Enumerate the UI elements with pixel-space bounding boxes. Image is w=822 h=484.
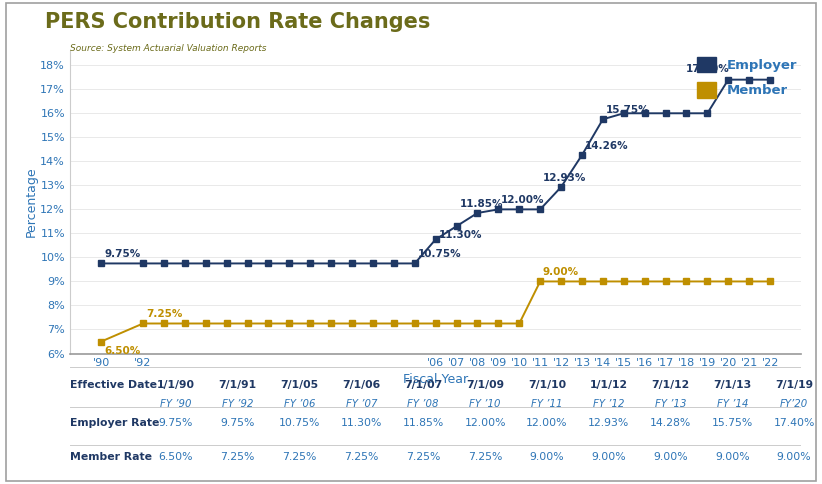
Text: 14.28%: 14.28% <box>650 418 691 428</box>
Text: 12.93%: 12.93% <box>543 173 586 183</box>
Text: Effective Date: Effective Date <box>70 380 157 391</box>
Text: 11.30%: 11.30% <box>340 418 382 428</box>
Text: 7.25%: 7.25% <box>468 452 502 462</box>
Text: FY ’11: FY ’11 <box>531 399 562 409</box>
Text: 6.50%: 6.50% <box>104 346 141 356</box>
Text: 11.85%: 11.85% <box>403 418 444 428</box>
Bar <box>52 411 65 435</box>
Text: PERS Contribution Rate Changes: PERS Contribution Rate Changes <box>45 12 431 32</box>
Text: FY ’06: FY ’06 <box>284 399 316 409</box>
Text: 10.75%: 10.75% <box>279 418 321 428</box>
Text: 7/1/09: 7/1/09 <box>466 380 504 391</box>
Text: 7/1/05: 7/1/05 <box>280 380 319 391</box>
Text: 9.00%: 9.00% <box>543 267 579 277</box>
Text: FY ’92: FY ’92 <box>222 399 253 409</box>
Text: 7/1/07: 7/1/07 <box>404 380 442 391</box>
Text: 12.00%: 12.00% <box>464 418 506 428</box>
Text: FY ’90: FY ’90 <box>160 399 192 409</box>
Text: 9.75%: 9.75% <box>159 418 193 428</box>
Text: 11.30%: 11.30% <box>438 230 482 241</box>
Text: 7.25%: 7.25% <box>220 452 255 462</box>
Text: FY’20: FY’20 <box>780 399 808 409</box>
Text: Employer Rate: Employer Rate <box>70 418 159 428</box>
Text: 9.00%: 9.00% <box>591 452 626 462</box>
Text: 12.93%: 12.93% <box>588 418 630 428</box>
Text: 7/1/91: 7/1/91 <box>219 380 256 391</box>
Text: 1/1/12: 1/1/12 <box>589 380 628 391</box>
Text: 1/1/90: 1/1/90 <box>157 380 195 391</box>
Text: 7/1/12: 7/1/12 <box>651 380 690 391</box>
Text: 15.75%: 15.75% <box>606 105 649 115</box>
Text: FY ’08: FY ’08 <box>408 399 439 409</box>
Text: 7.25%: 7.25% <box>145 309 182 319</box>
Text: 7/1/06: 7/1/06 <box>342 380 381 391</box>
Text: 9.00%: 9.00% <box>653 452 688 462</box>
Text: 9.75%: 9.75% <box>104 249 141 259</box>
Text: 12.00%: 12.00% <box>501 195 545 205</box>
Text: 9.00%: 9.00% <box>529 452 564 462</box>
Text: FY ’13: FY ’13 <box>655 399 686 409</box>
Text: 15.75%: 15.75% <box>712 418 753 428</box>
Text: 11.85%: 11.85% <box>459 199 503 209</box>
Text: FY ’10: FY ’10 <box>469 399 501 409</box>
Text: 7/1/19: 7/1/19 <box>775 380 813 391</box>
Text: FY ’12: FY ’12 <box>593 399 625 409</box>
Text: Source: System Actuarial Valuation Reports: Source: System Actuarial Valuation Repor… <box>70 44 266 53</box>
Text: 12.00%: 12.00% <box>526 418 568 428</box>
Text: FY ’14: FY ’14 <box>717 399 748 409</box>
Text: 9.00%: 9.00% <box>777 452 811 462</box>
Text: 17.40%: 17.40% <box>774 418 815 428</box>
Bar <box>52 445 65 469</box>
X-axis label: Fiscal Year: Fiscal Year <box>403 373 469 386</box>
Text: 7.25%: 7.25% <box>406 452 441 462</box>
Text: 7/1/10: 7/1/10 <box>528 380 566 391</box>
Text: 7.25%: 7.25% <box>344 452 379 462</box>
Text: 7.25%: 7.25% <box>283 452 316 462</box>
Y-axis label: Percentage: Percentage <box>25 167 38 238</box>
Text: 17.40%: 17.40% <box>686 64 729 74</box>
Text: 7/1/13: 7/1/13 <box>713 380 751 391</box>
Text: FY ’07: FY ’07 <box>346 399 377 409</box>
Text: 9.75%: 9.75% <box>220 418 255 428</box>
Text: 9.00%: 9.00% <box>715 452 750 462</box>
Text: 14.26%: 14.26% <box>584 141 628 151</box>
Legend: Employer, Member: Employer, Member <box>692 51 802 103</box>
Text: 10.75%: 10.75% <box>418 249 461 259</box>
Text: Member Rate: Member Rate <box>70 452 152 462</box>
Text: 6.50%: 6.50% <box>159 452 193 462</box>
